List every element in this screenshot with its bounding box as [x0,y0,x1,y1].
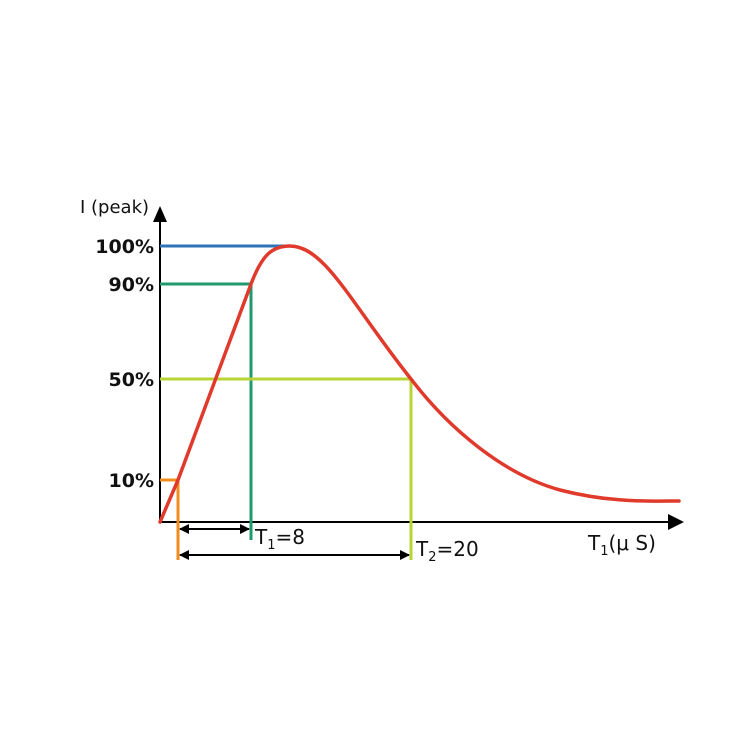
t2-label-main: T [415,537,429,561]
t1-label: T1=8 [254,525,305,553]
y-axis-title: I (peak) [80,197,149,218]
level-label-10: 10% [109,470,154,492]
x-axis-arrowhead [668,514,684,530]
t1-label-value: =8 [276,525,305,549]
t2-label: T2=20 [415,537,479,565]
x-axis-label: T1(μ S) [587,531,656,559]
y-axis-arrowhead [153,206,167,222]
x-axis-label-rest: (μ S) [609,531,656,555]
x-axis-label-sub: 1 [600,544,608,559]
t1-label-main: T [254,525,268,549]
impulse-waveform-curve [158,244,681,524]
t2-label-sub: 2 [428,550,436,565]
level-label-50: 50% [109,369,154,391]
level-label-90: 90% [109,274,154,296]
t1-label-sub: 1 [267,538,275,553]
x-axis-label-main: T [587,531,601,555]
level-label-100: 100% [95,236,154,258]
t2-label-value: =20 [437,537,479,561]
